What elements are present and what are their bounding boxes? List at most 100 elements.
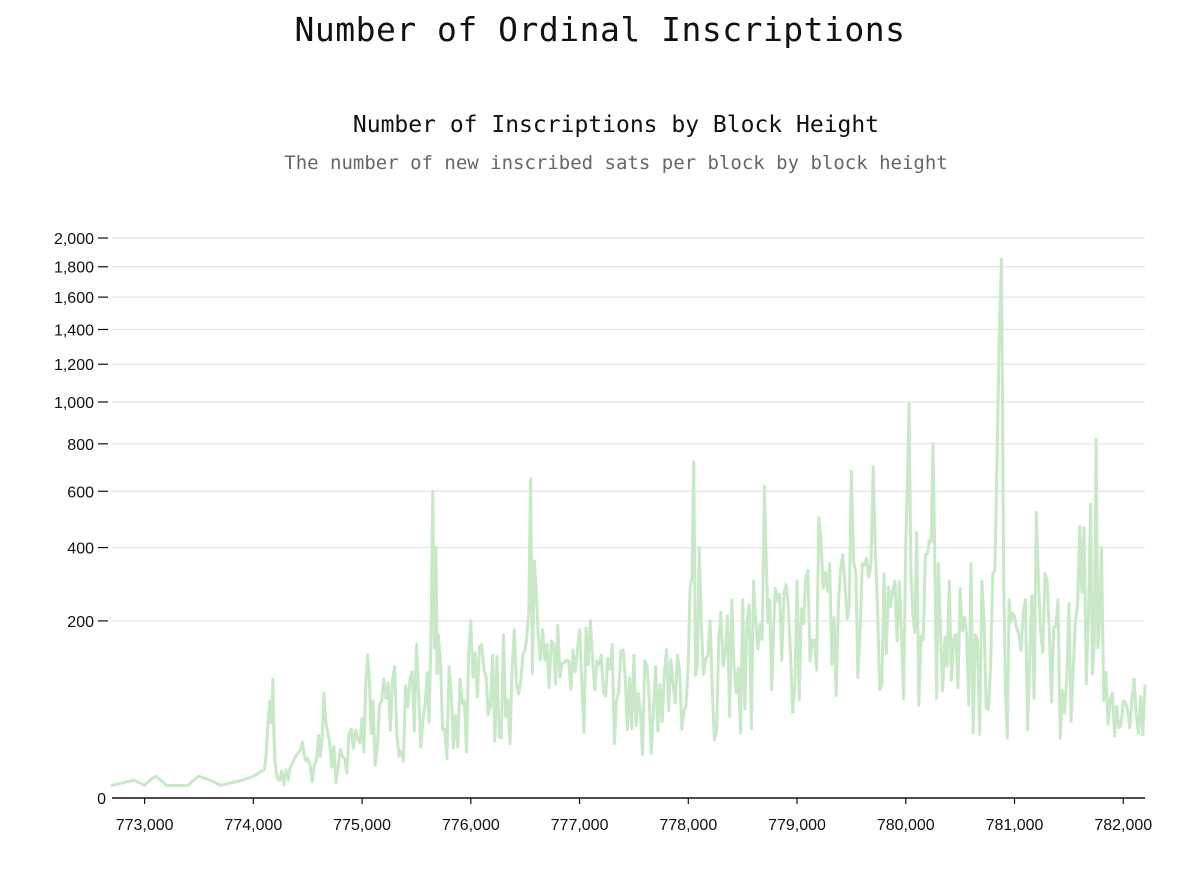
chart-title: Number of Inscriptions by Block Height <box>352 112 880 138</box>
data-point <box>545 643 549 647</box>
data-point <box>338 748 342 752</box>
data-point <box>762 484 766 488</box>
data-point <box>784 583 788 587</box>
y-tick-label: 800 <box>67 437 94 454</box>
data-point <box>434 546 438 550</box>
data-point <box>719 610 723 614</box>
data-point <box>143 783 147 787</box>
data-point <box>327 740 331 744</box>
data-point <box>882 572 886 576</box>
data-point <box>904 539 908 543</box>
data-point <box>431 489 435 493</box>
data-point <box>665 648 669 652</box>
data-point <box>860 562 864 566</box>
data-point <box>839 569 843 573</box>
data-point <box>1002 569 1006 573</box>
y-tick-label: 200 <box>67 614 94 631</box>
y-tick-label: 1,600 <box>54 290 94 307</box>
data-point <box>980 579 984 583</box>
data-point <box>197 774 201 778</box>
data-point <box>708 619 712 623</box>
x-tick-label: 775,000 <box>333 817 391 834</box>
data-point <box>300 740 304 744</box>
x-tick-label: 778,000 <box>659 817 717 834</box>
y-tick-label: 400 <box>67 541 94 558</box>
data-point <box>752 579 756 583</box>
data-point <box>1089 502 1093 506</box>
data-point <box>1034 510 1038 514</box>
data-point <box>1067 602 1071 606</box>
data-point <box>1013 615 1017 619</box>
data-point <box>186 783 190 787</box>
series-layer <box>110 257 1147 787</box>
data-point <box>907 402 911 406</box>
data-point <box>306 756 310 760</box>
data-point <box>741 598 745 602</box>
data-point <box>425 671 429 675</box>
data-point <box>393 665 397 669</box>
data-point <box>849 469 853 473</box>
data-point <box>447 665 451 669</box>
x-tick-label: 780,000 <box>877 817 935 834</box>
x-tick-label: 773,000 <box>116 817 174 834</box>
data-point <box>366 653 370 657</box>
y-tick-label: 0 <box>97 791 106 808</box>
y-tick-label: 1,200 <box>54 357 94 374</box>
y-tick-label: 600 <box>67 484 94 501</box>
data-point <box>436 633 440 637</box>
y-tick-label: 2,000 <box>54 231 94 248</box>
data-point <box>795 579 799 583</box>
x-tick-label: 781,000 <box>986 817 1044 834</box>
data-point <box>164 783 168 787</box>
data-point <box>1045 579 1049 583</box>
data-point <box>675 653 679 657</box>
data-point <box>469 619 473 623</box>
data-point <box>991 572 995 576</box>
data-point <box>1023 598 1027 602</box>
data-point <box>599 653 603 657</box>
data-point <box>621 648 625 652</box>
data-point <box>871 465 875 469</box>
data-point <box>936 562 940 566</box>
data-point <box>219 783 223 787</box>
data-point <box>1132 677 1136 681</box>
data-point <box>295 753 299 757</box>
y-tick-label: 1,400 <box>54 322 94 339</box>
page-title: Number of Ordinal Inscriptions <box>294 10 906 49</box>
data-point <box>371 699 375 703</box>
data-point <box>529 477 533 481</box>
data-point <box>686 659 690 663</box>
data-point <box>1121 699 1125 703</box>
data-point <box>969 562 973 566</box>
data-point <box>773 586 777 590</box>
data-point <box>271 677 275 681</box>
data-point <box>458 677 462 681</box>
data-point <box>501 633 505 637</box>
x-tick-label: 776,000 <box>442 817 500 834</box>
data-point <box>947 579 951 583</box>
data-point <box>692 460 696 464</box>
data-point <box>110 783 114 787</box>
data-point <box>654 665 658 669</box>
data-point <box>251 774 255 778</box>
data-point <box>284 768 288 772</box>
data-point <box>523 648 527 652</box>
data-point <box>1100 546 1104 550</box>
data-point <box>360 717 364 721</box>
data-point <box>512 628 516 632</box>
chart-subtitle: The number of new inscribed sats per blo… <box>284 152 948 174</box>
data-point <box>480 643 484 647</box>
data-point <box>240 778 244 782</box>
data-point <box>926 552 930 556</box>
data-point <box>1078 525 1082 529</box>
data-point <box>322 691 326 695</box>
data-point <box>931 442 935 446</box>
data-point <box>268 699 272 703</box>
x-tick-label: 782,000 <box>1094 817 1152 834</box>
x-tick-label: 777,000 <box>551 817 609 834</box>
data-point <box>382 677 386 681</box>
data-point <box>588 619 592 623</box>
data-point <box>697 546 701 550</box>
y-tick-label: 1,800 <box>54 260 94 277</box>
data-point <box>1056 598 1060 602</box>
